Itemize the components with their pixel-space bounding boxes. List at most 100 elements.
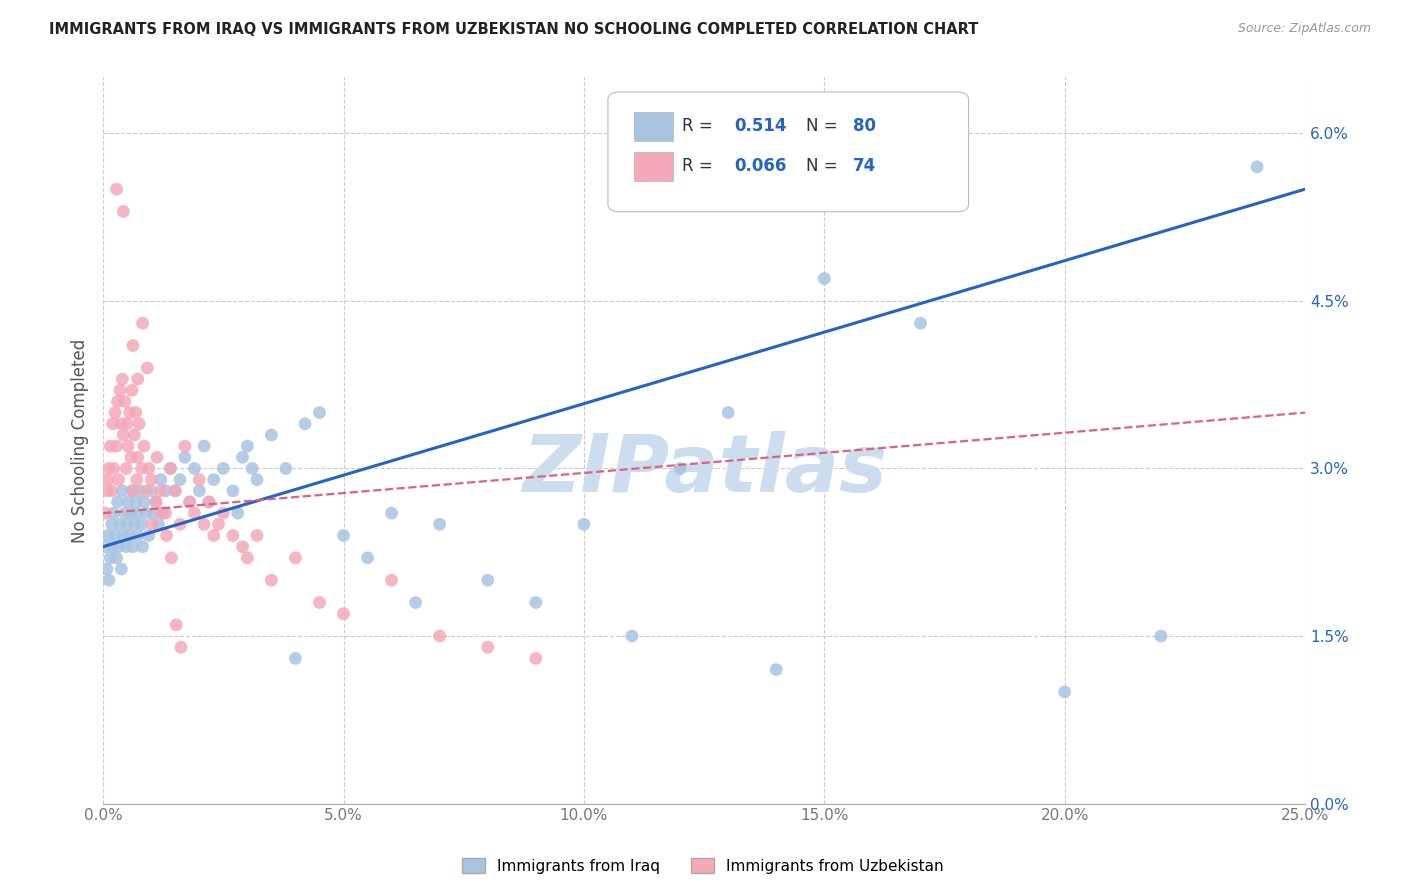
Point — [226, 506, 249, 520]
Point — [240, 461, 263, 475]
Point — [128, 483, 150, 498]
Point — [910, 316, 932, 330]
Point — [127, 372, 149, 386]
Point — [146, 450, 169, 465]
Point — [108, 517, 131, 532]
Point — [141, 483, 163, 498]
Point — [97, 528, 120, 542]
Text: N =: N = — [806, 117, 844, 135]
Text: 0.066: 0.066 — [734, 157, 786, 175]
Point — [202, 473, 225, 487]
Point — [246, 473, 269, 487]
Point — [111, 372, 134, 386]
Point — [103, 461, 125, 475]
Point — [477, 573, 499, 587]
Point — [429, 629, 451, 643]
Point — [765, 663, 787, 677]
Point — [131, 540, 153, 554]
Point — [524, 651, 547, 665]
Point — [125, 473, 148, 487]
Point — [118, 406, 141, 420]
Point — [120, 506, 142, 520]
Point — [122, 540, 145, 554]
Point — [96, 562, 118, 576]
Point — [620, 629, 643, 643]
Text: 80: 80 — [853, 117, 876, 135]
Point — [120, 450, 142, 465]
Point — [717, 406, 740, 420]
Point — [145, 495, 167, 509]
Point — [356, 550, 378, 565]
Point — [118, 528, 141, 542]
Point — [1150, 629, 1173, 643]
Point — [212, 461, 235, 475]
Point — [131, 517, 153, 532]
Point — [669, 461, 692, 475]
Point — [131, 316, 153, 330]
Text: N =: N = — [806, 157, 844, 175]
Point — [115, 461, 138, 475]
Point — [112, 204, 135, 219]
Point — [104, 528, 127, 542]
Point — [193, 439, 215, 453]
Point — [813, 271, 835, 285]
Point — [152, 506, 174, 520]
Point — [207, 517, 229, 532]
Point — [107, 394, 129, 409]
Point — [112, 428, 135, 442]
Point — [1053, 685, 1076, 699]
Point — [135, 506, 157, 520]
Point — [183, 461, 205, 475]
Point — [103, 506, 125, 520]
Point — [155, 506, 177, 520]
Point — [142, 506, 165, 520]
Point — [169, 517, 191, 532]
Point — [138, 461, 160, 475]
Point — [115, 540, 138, 554]
Point — [260, 428, 283, 442]
Point — [179, 495, 201, 509]
Text: 0.514: 0.514 — [734, 117, 786, 135]
Point — [107, 540, 129, 554]
Point — [148, 517, 170, 532]
Point — [101, 540, 124, 554]
Point — [188, 483, 211, 498]
Text: ZIPatlas: ZIPatlas — [522, 431, 887, 508]
Point — [127, 528, 149, 542]
Point — [159, 461, 181, 475]
Point — [169, 473, 191, 487]
Point — [131, 461, 153, 475]
Point — [284, 651, 307, 665]
Point — [160, 550, 183, 565]
Point — [107, 495, 129, 509]
Point — [149, 483, 172, 498]
Point — [98, 550, 121, 565]
Point — [97, 573, 120, 587]
Point — [477, 640, 499, 655]
Y-axis label: No Schooling Completed: No Schooling Completed — [72, 338, 89, 542]
Point — [159, 461, 181, 475]
Point — [117, 495, 139, 509]
Point — [274, 461, 297, 475]
Point — [141, 517, 163, 532]
Point — [381, 506, 404, 520]
Point — [125, 495, 148, 509]
Point — [198, 495, 221, 509]
Point — [138, 528, 160, 542]
FancyBboxPatch shape — [634, 112, 673, 141]
Point — [188, 473, 211, 487]
Point — [122, 338, 145, 352]
Point — [308, 406, 330, 420]
Point — [165, 618, 187, 632]
Point — [136, 360, 159, 375]
Point — [115, 517, 138, 532]
Point — [212, 506, 235, 520]
Point — [107, 473, 129, 487]
Point — [246, 528, 269, 542]
Point — [105, 182, 128, 196]
Point — [179, 495, 201, 509]
Point — [112, 528, 135, 542]
Point — [308, 595, 330, 609]
Point — [1246, 160, 1268, 174]
Point — [124, 428, 146, 442]
